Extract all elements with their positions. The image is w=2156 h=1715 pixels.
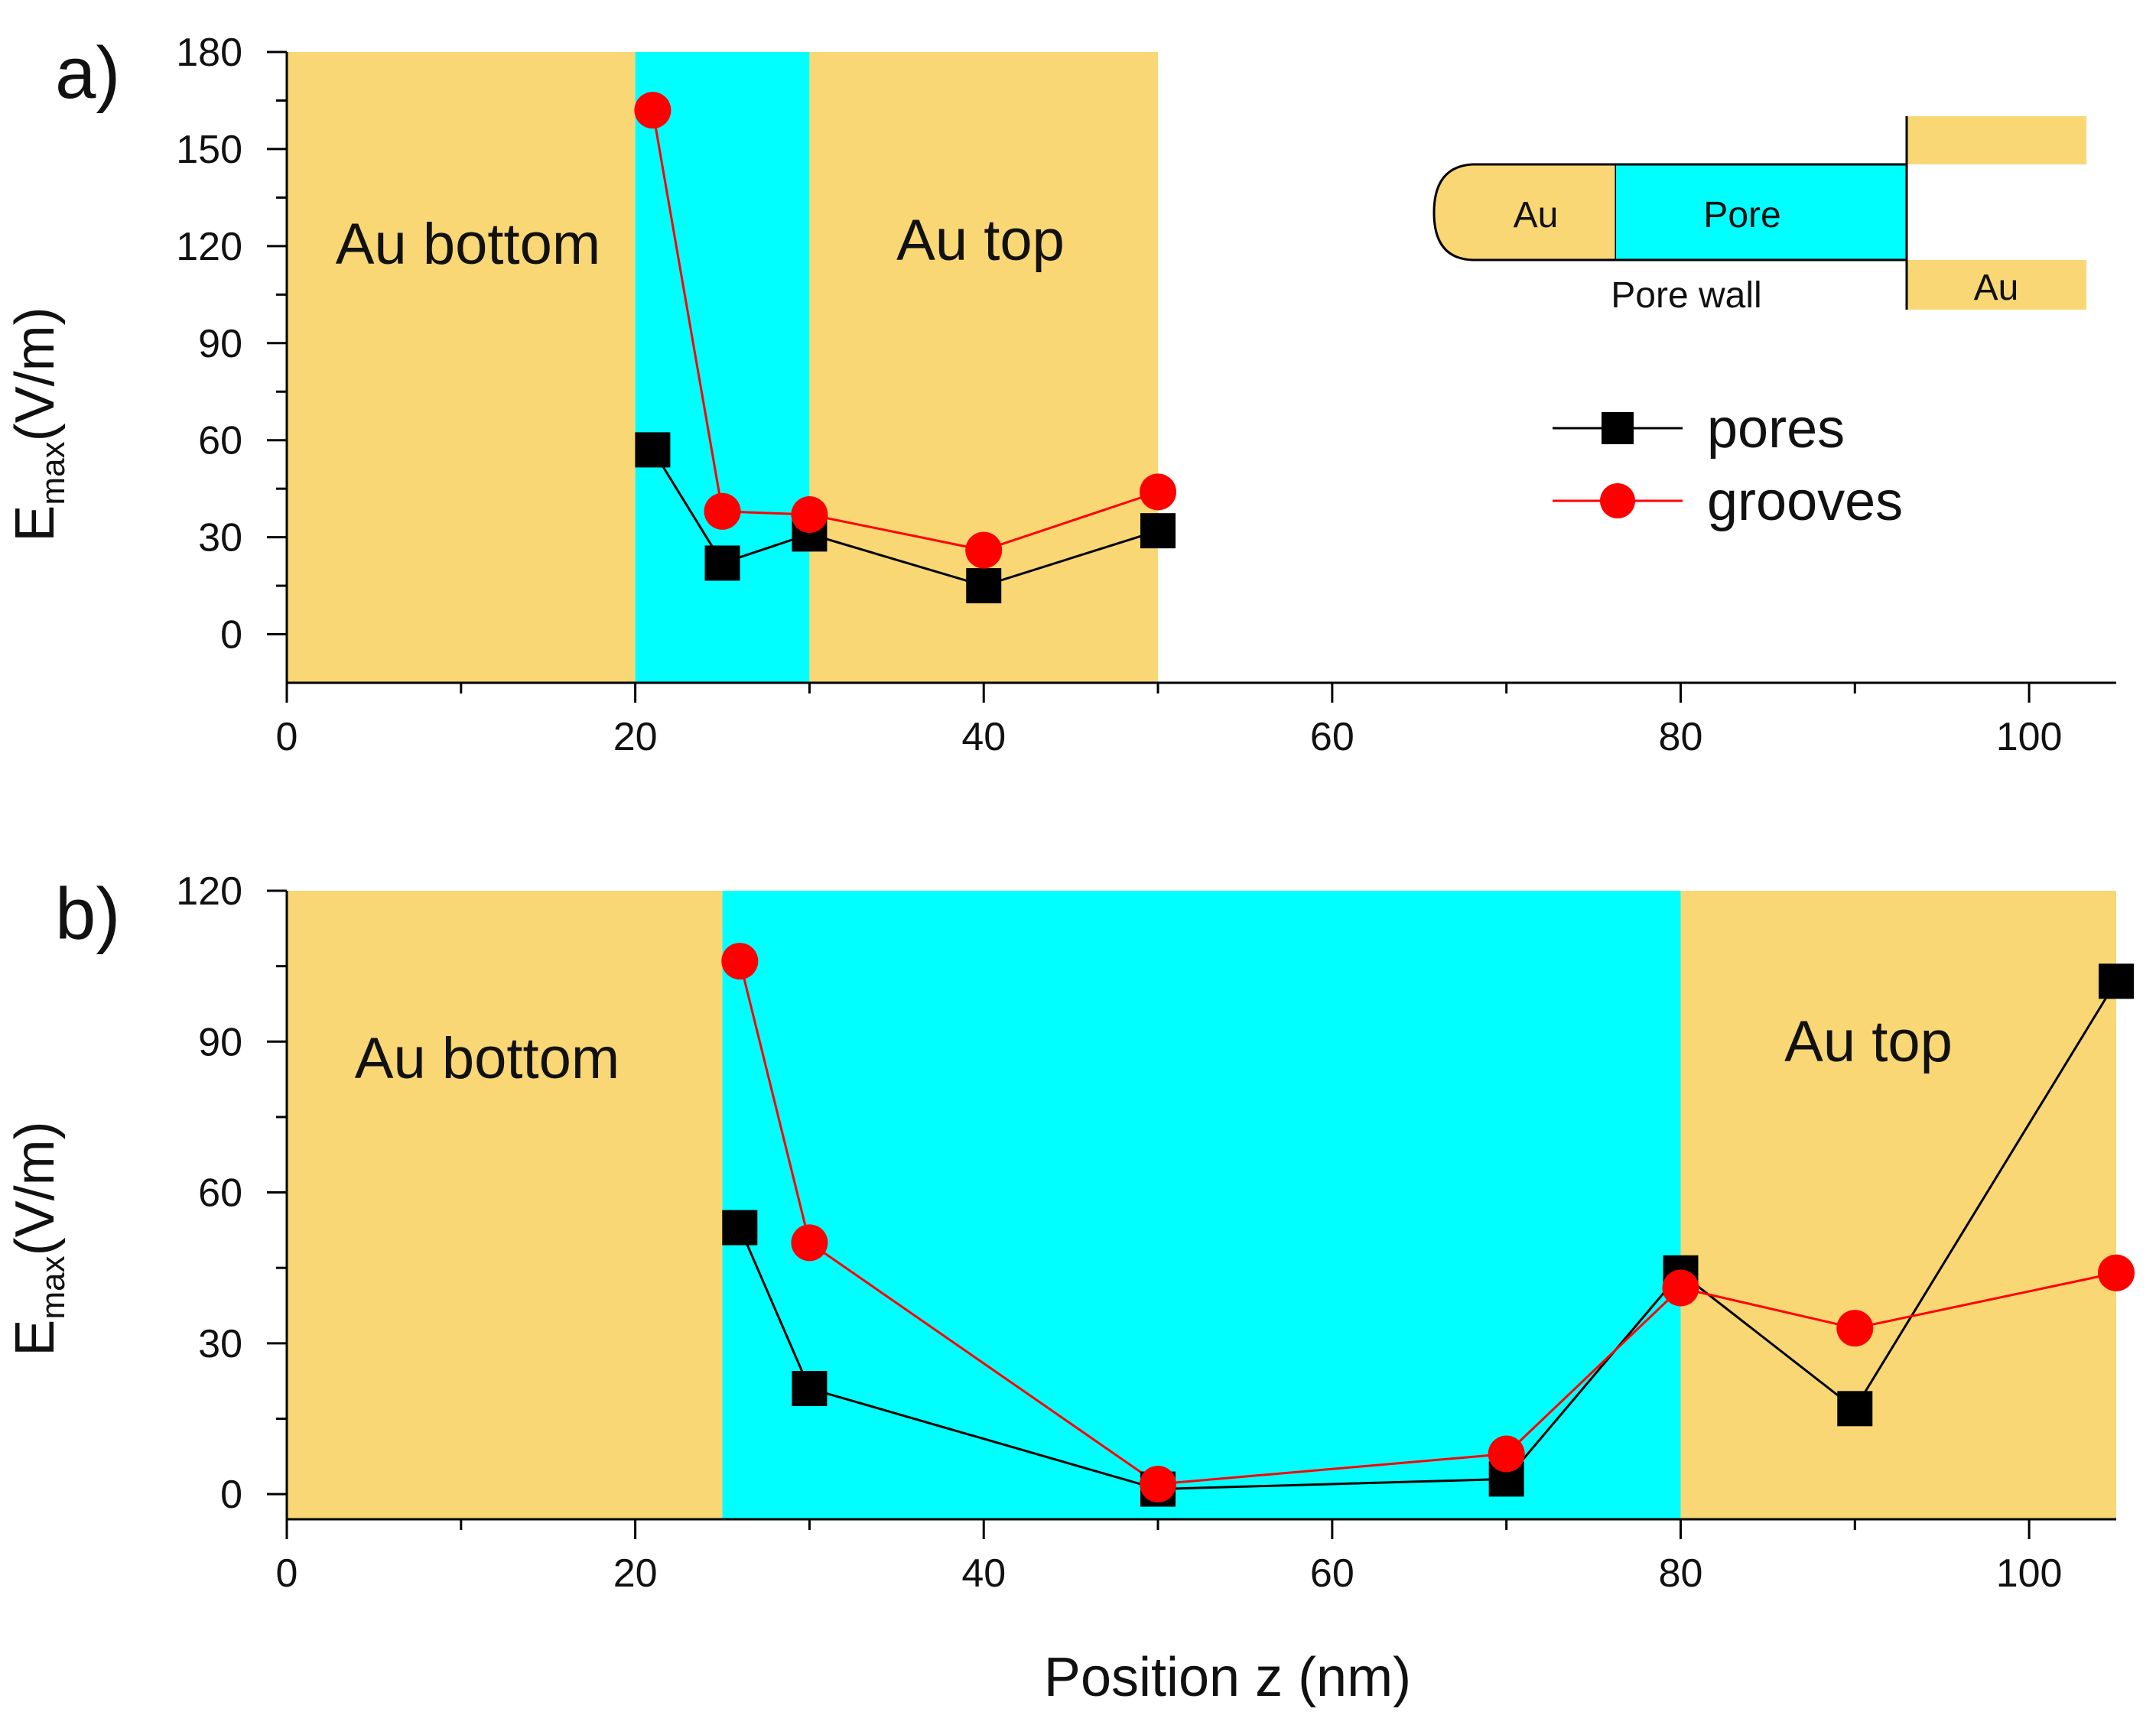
x-tick-label: 20 — [613, 1551, 658, 1596]
schematic-pore-label: Pore — [1703, 195, 1780, 235]
panel-a-regions — [287, 52, 1159, 683]
region-au-bottom-shape — [287, 891, 723, 1519]
data-point-grooves — [965, 531, 1003, 569]
pore-schematic: Au Pore Pore wall Au — [1432, 116, 2086, 316]
y-tick-label: 120 — [176, 225, 242, 269]
y-tick-label: 60 — [198, 419, 242, 463]
panel-b-series — [721, 943, 2135, 1507]
data-point-pores — [635, 432, 671, 468]
legend-pores-marker — [1602, 412, 1634, 444]
x-tick-label: 80 — [1659, 715, 1703, 759]
region-pore-gap-shape — [635, 52, 810, 683]
x-tick-label: 20 — [613, 715, 658, 759]
data-point-pores — [966, 568, 1002, 604]
y-tick-label: 0 — [220, 613, 242, 658]
region-au-bottom-shape — [287, 52, 636, 683]
y-tick-label: 180 — [176, 31, 242, 75]
y-tick-label: 30 — [198, 1322, 242, 1366]
y-tick-label: 90 — [198, 322, 242, 366]
data-point-pores — [1140, 513, 1176, 549]
x-tick-label: 0 — [276, 715, 298, 759]
data-point-pores — [722, 1210, 758, 1246]
schematic-au-right-top-shape — [1907, 116, 2086, 164]
region-label-au-bottom: Au bottom — [336, 212, 600, 277]
panel-a-series — [634, 92, 1177, 604]
legend-grooves-marker — [1600, 483, 1635, 518]
legend-pores-label: pores — [1707, 398, 1845, 460]
panel-b: Au bottom Au top 0 20 40 60 80 100 0 30 60 90 120 b… — [5, 869, 2135, 1708]
schematic-au-left-shape — [1432, 163, 1618, 261]
panel-a-axes: 0 20 40 60 80 100 0 30 60 90 120 150 180 — [176, 31, 2116, 759]
x-tick-label: 100 — [1996, 715, 2063, 759]
panel-a-letter: a) — [55, 32, 120, 114]
legend: pores grooves — [1553, 398, 1903, 532]
data-point-grooves — [1662, 1269, 1699, 1307]
panel-b-x-axis-title: Position z (nm) — [1044, 1647, 1411, 1708]
data-point-grooves — [1836, 1310, 1874, 1347]
x-tick-label: 60 — [1310, 1551, 1354, 1596]
data-point-grooves — [721, 943, 759, 980]
schematic-au-right-bottom-shape — [1907, 260, 2086, 310]
y-tick-label: 30 — [198, 516, 242, 560]
data-point-pores — [2099, 963, 2134, 999]
legend-grooves-label: grooves — [1707, 471, 1903, 532]
panel-b-y-axis-title: Emax(V/m) — [5, 1121, 72, 1356]
x-tick-label: 60 — [1310, 715, 1354, 759]
data-point-grooves — [704, 492, 741, 530]
region-au-top-shape — [1680, 891, 2116, 1519]
y-tick-label: 90 — [198, 1020, 242, 1064]
region-pore-gap-shape — [722, 891, 1681, 1519]
data-point-pores — [1837, 1391, 1873, 1427]
x-tick-label: 100 — [1996, 1551, 2063, 1596]
panel-a-y-axis-title: Emax(V/m) — [5, 307, 72, 541]
data-point-grooves — [791, 1224, 828, 1262]
x-tick-label: 40 — [961, 715, 1006, 759]
schematic-pore-shape — [1616, 164, 1907, 260]
panel-a-region-labels: Au bottom Au top — [336, 208, 1065, 277]
schematic-au-right-label: Au — [1974, 268, 2019, 308]
data-point-pores — [792, 1371, 828, 1407]
panel-b-regions — [287, 891, 2116, 1519]
y-tick-label: 60 — [198, 1171, 242, 1216]
y-tick-label: 120 — [176, 869, 242, 914]
data-point-pores — [704, 545, 740, 581]
data-point-grooves — [791, 496, 828, 533]
panel-b-region-labels: Au bottom Au top — [355, 1009, 1953, 1091]
x-tick-label: 40 — [961, 1551, 1006, 1596]
panel-b-letter: b) — [55, 873, 120, 955]
y-tick-label: 0 — [220, 1473, 242, 1517]
data-point-grooves — [1488, 1435, 1525, 1473]
x-tick-label: 80 — [1659, 1551, 1703, 1596]
schematic-au-left-label: Au — [1514, 195, 1559, 235]
panel-b-axes: 0 20 40 60 80 100 0 30 60 90 120 — [176, 869, 2116, 1596]
data-point-grooves — [1140, 1465, 1177, 1502]
data-point-grooves — [1140, 473, 1177, 511]
panel-a: Au bottom Au top 0 20 40 60 80 100 0 30 60 90 120 15… — [5, 31, 2116, 759]
region-label-au-top: Au top — [1784, 1009, 1953, 1074]
region-label-au-top: Au top — [896, 208, 1065, 273]
data-point-grooves — [2098, 1254, 2135, 1291]
data-point-grooves — [634, 92, 672, 129]
y-tick-label: 150 — [176, 128, 242, 172]
schematic-pore-wall-label: Pore wall — [1611, 275, 1761, 316]
x-tick-label: 0 — [276, 1551, 298, 1596]
region-label-au-bottom: Au bottom — [355, 1026, 619, 1091]
